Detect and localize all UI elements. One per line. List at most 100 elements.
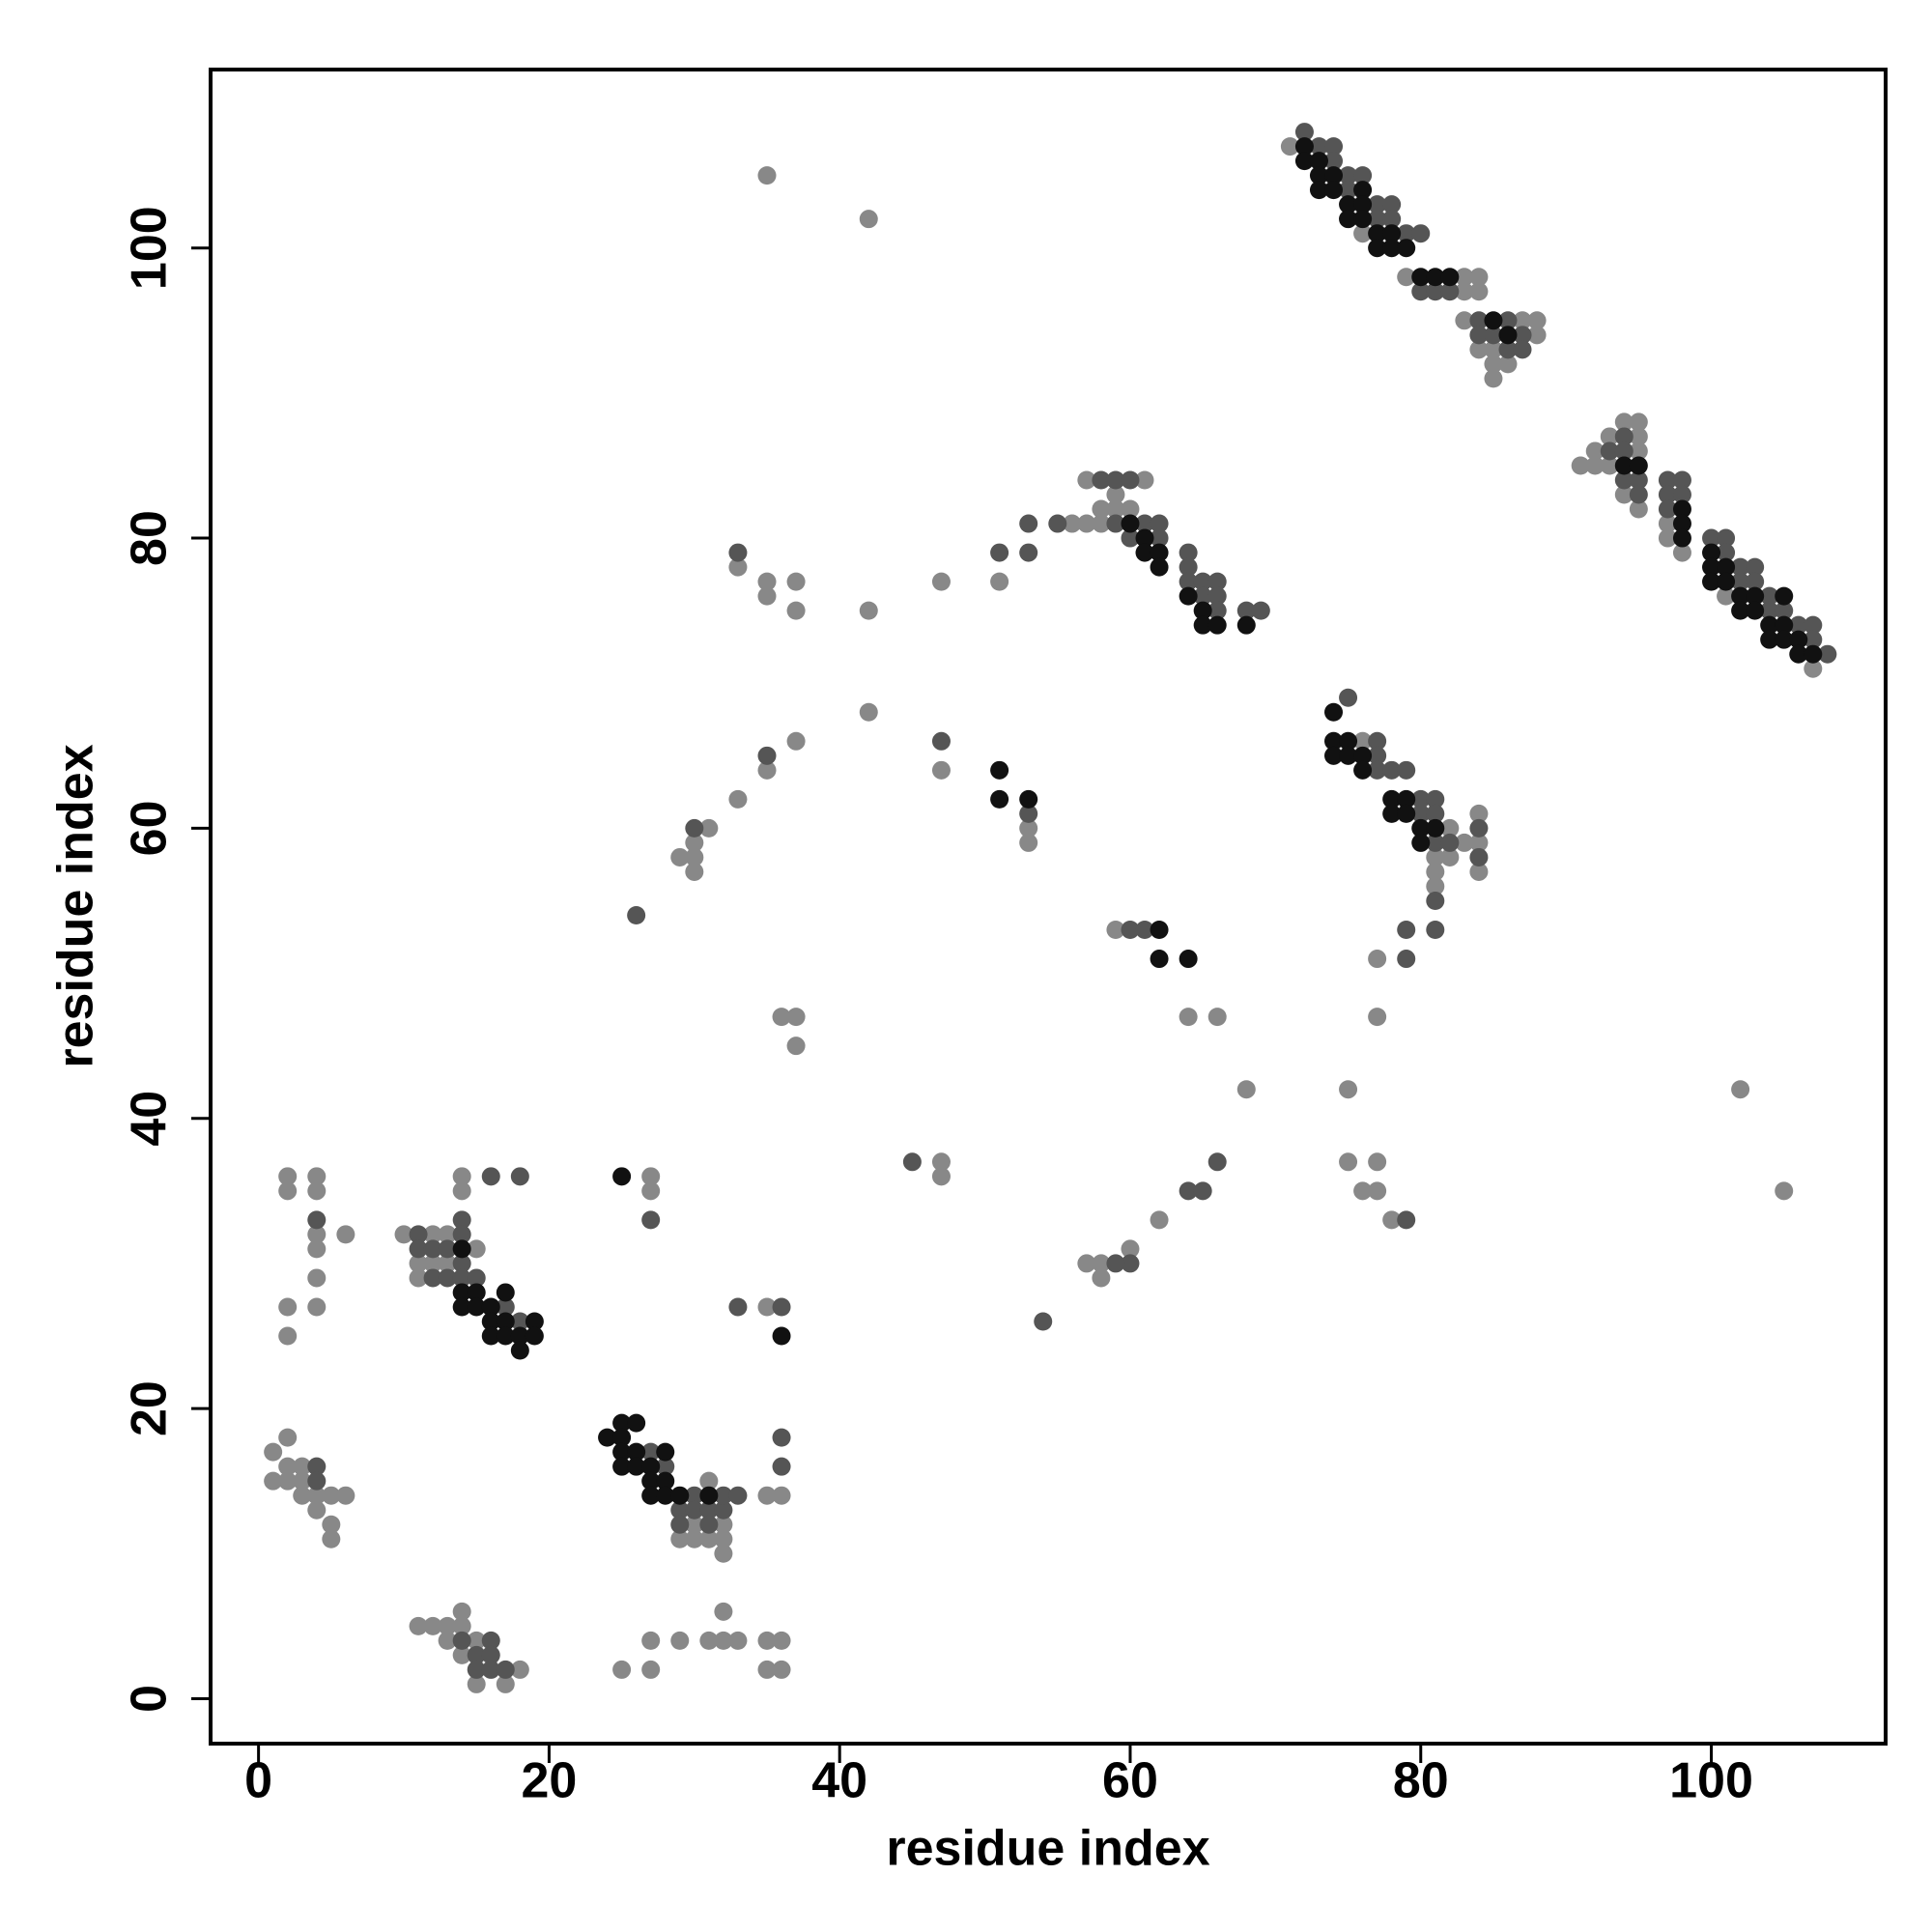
point — [786, 1037, 806, 1056]
point — [307, 1457, 327, 1476]
point — [452, 1297, 471, 1317]
point — [1382, 1210, 1402, 1230]
point — [1397, 921, 1416, 940]
point — [656, 1471, 675, 1491]
point — [714, 1544, 733, 1563]
point — [1353, 181, 1373, 200]
point — [452, 1181, 471, 1201]
point — [685, 1500, 704, 1520]
point — [859, 702, 878, 722]
point — [423, 1268, 442, 1288]
point — [1411, 833, 1431, 852]
point — [409, 1254, 428, 1273]
point — [1746, 572, 1765, 591]
point — [467, 1645, 486, 1664]
point — [641, 1457, 661, 1476]
point — [1789, 644, 1808, 664]
point — [1731, 572, 1750, 591]
point — [1469, 340, 1489, 359]
point — [452, 1631, 471, 1650]
point — [1585, 456, 1605, 475]
point — [656, 1486, 675, 1505]
point — [481, 1631, 500, 1650]
point — [496, 1660, 515, 1679]
point — [438, 1254, 457, 1273]
point — [1498, 311, 1518, 330]
point — [278, 1471, 298, 1491]
point — [307, 1181, 327, 1201]
point — [1731, 586, 1750, 606]
point — [699, 1486, 719, 1505]
point — [293, 1486, 312, 1505]
point — [1717, 557, 1736, 577]
point — [1614, 412, 1634, 432]
y-axis-title: residue index — [48, 744, 104, 1067]
point — [685, 862, 704, 881]
point — [1236, 601, 1256, 620]
point — [1236, 615, 1256, 635]
point — [786, 1008, 806, 1027]
point — [1484, 340, 1503, 359]
x-tick-label: 20 — [521, 1753, 577, 1809]
point — [1106, 485, 1125, 504]
point — [772, 1008, 791, 1027]
point — [1309, 152, 1328, 171]
point — [1368, 1008, 1387, 1027]
point — [772, 1457, 791, 1476]
point — [1672, 528, 1691, 548]
point — [699, 818, 719, 838]
point — [641, 1631, 661, 1650]
point — [699, 1471, 719, 1491]
point — [1775, 615, 1794, 635]
point — [1469, 326, 1489, 345]
point — [1150, 543, 1169, 562]
point — [1382, 789, 1402, 809]
point — [1440, 268, 1460, 287]
point — [438, 1225, 457, 1244]
point — [510, 1312, 529, 1331]
point — [1717, 543, 1736, 562]
point — [1208, 1008, 1227, 1027]
point — [1455, 268, 1474, 287]
point — [409, 1616, 428, 1635]
point — [1397, 760, 1416, 780]
point — [1614, 441, 1634, 461]
point — [1818, 644, 1837, 664]
point — [1629, 441, 1648, 461]
point — [1804, 630, 1823, 649]
point — [1571, 456, 1590, 475]
point — [409, 1225, 428, 1244]
point — [409, 1239, 428, 1259]
x-tick-label: 40 — [811, 1753, 867, 1809]
point — [1702, 528, 1721, 548]
x-tick-label: 60 — [1102, 1753, 1158, 1809]
point — [1426, 862, 1445, 881]
point — [1629, 412, 1648, 432]
point — [1106, 514, 1125, 533]
point — [496, 1312, 515, 1331]
point — [1658, 514, 1677, 533]
point — [670, 847, 690, 867]
point — [1614, 485, 1634, 504]
point — [467, 1283, 486, 1302]
point — [264, 1442, 283, 1462]
point — [1513, 340, 1532, 359]
point — [1150, 557, 1169, 577]
point — [1106, 499, 1125, 519]
point — [1092, 499, 1111, 519]
point — [1353, 731, 1373, 751]
point — [452, 1645, 471, 1664]
point — [1368, 210, 1387, 229]
point — [1236, 1080, 1256, 1099]
point — [685, 1486, 704, 1505]
point — [1804, 615, 1823, 635]
point — [990, 543, 1009, 562]
point — [1368, 731, 1387, 751]
point — [1397, 789, 1416, 809]
point — [1498, 326, 1518, 345]
point — [1484, 326, 1503, 345]
point — [612, 1428, 632, 1447]
point — [1121, 528, 1140, 548]
point — [467, 1631, 486, 1650]
point — [1629, 427, 1648, 446]
